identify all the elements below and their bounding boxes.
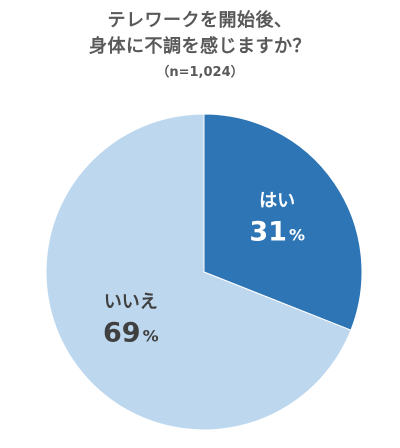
pie-slice-label-no: いいえ — [104, 292, 158, 313]
chart-title-line-2: 身体に不調を感じますか？ — [89, 36, 311, 57]
pie-labels: はい 31 % いいえ 69% — [103, 190, 305, 348]
pie-slices — [45, 113, 363, 431]
chart-subtitle: （n=1,024） — [156, 65, 244, 80]
chart-title-block: テレワークを開始後、 身体に不調を感じますか？ （n=1,024） — [0, 8, 400, 84]
pie-slice-yes — [203, 113, 363, 331]
pie-slice-label-yes: はい — [259, 190, 295, 211]
pie-slice-value-no: 69% — [103, 318, 159, 349]
chart-title-line-1: テレワークを開始後、 — [107, 10, 293, 31]
pie-slice-value-yes: 31% — [249, 216, 305, 247]
pie-slice-no — [45, 113, 352, 431]
